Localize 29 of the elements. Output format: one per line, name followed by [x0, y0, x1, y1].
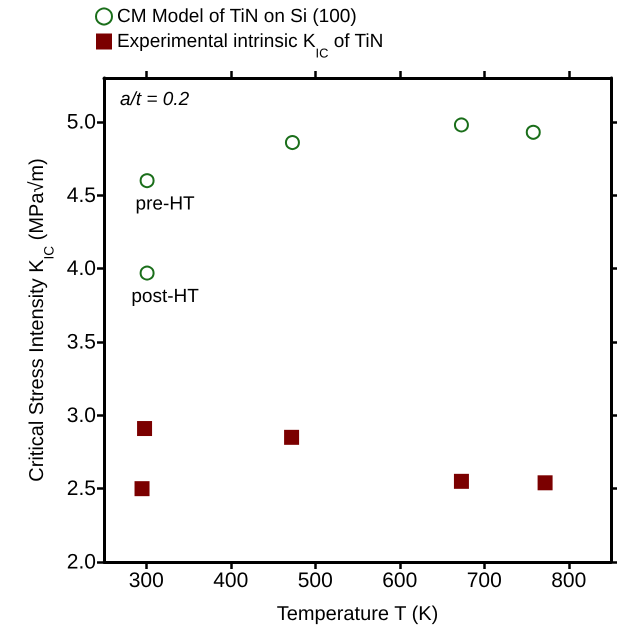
point: [134, 481, 150, 496]
x-tick-label: 400: [213, 569, 248, 592]
y-tick-label: 4.0: [66, 257, 96, 280]
point: [140, 173, 155, 188]
point: [284, 430, 300, 445]
y-tick-label: 2.5: [66, 477, 96, 500]
legend-label: CM Model of TiN on Si (100): [117, 6, 357, 27]
y-tick-label: 3.5: [66, 330, 96, 354]
y-tick-label: 5.0: [66, 110, 96, 134]
point: [137, 421, 152, 436]
annotation: post-HT: [131, 286, 200, 308]
y-axis-title: Critical Stress Intensity KIC (MPa√m): [26, 158, 56, 482]
y-tick-label: 3.0: [66, 404, 96, 427]
point: [538, 475, 553, 490]
point: [454, 117, 469, 132]
x-tick-label: 500: [298, 569, 333, 592]
y-tick-label: 4.5: [66, 184, 96, 207]
point: [526, 124, 541, 140]
point: [454, 474, 469, 489]
y-tick-label: 2.0: [66, 550, 96, 574]
annotation: pre-HT: [136, 194, 196, 215]
point: [140, 266, 155, 281]
point: [284, 135, 300, 150]
x-tick-label: 800: [551, 569, 586, 592]
annotation: a/t = 0.2: [120, 89, 190, 110]
x-tick-label: 600: [382, 569, 418, 592]
x-axis-title: Temperature T (K): [276, 603, 438, 625]
x-tick-label: 300: [128, 569, 164, 592]
x-tick-label: 700: [466, 569, 502, 592]
